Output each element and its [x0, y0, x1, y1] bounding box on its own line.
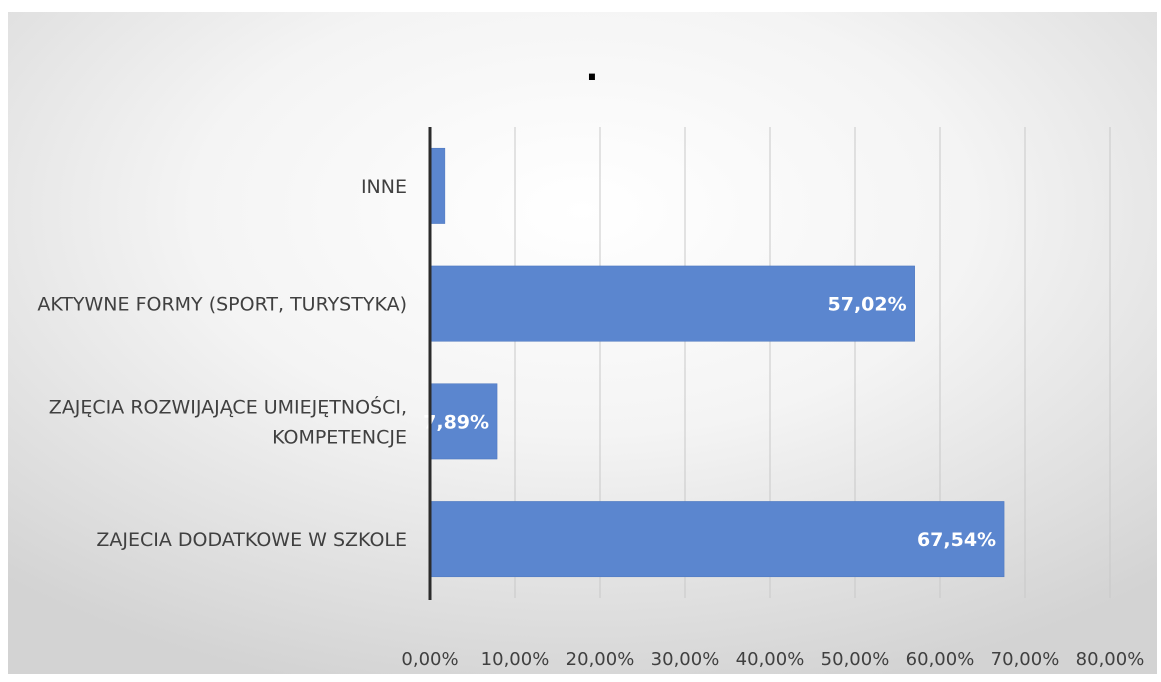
bars: 57,02% 7,89% 67,54%	[423, 147, 1005, 578]
bar	[429, 147, 446, 224]
x-tick-label: 70,00%	[991, 649, 1060, 670]
value-axis: 0,00% 10,00% 20,00% 30,00% 40,00% 50,00% 60,00…	[401, 127, 1144, 670]
x-tick-label: 30,00%	[651, 649, 720, 670]
category-label: AKTYWNE FORMY (SPORT, TURYSTYKA)	[37, 294, 407, 316]
category-label: INNE	[361, 176, 407, 198]
x-tick-label: 60,00%	[906, 649, 975, 670]
gridlines	[514, 127, 1111, 598]
category-label: ZAJĘCIA ROZWIJAJĄCE UMIEJĘTNOŚCI,	[49, 394, 407, 418]
category-label: KOMPETENCJE	[272, 426, 407, 448]
x-tick-label: 40,00%	[736, 649, 805, 670]
chart-title: .	[586, 49, 599, 89]
bar	[429, 383, 498, 460]
data-label: 57,02%	[828, 294, 907, 316]
data-label: 67,54%	[917, 529, 996, 551]
category-axis: INNE AKTYWNE FORMY (SPORT, TURYSTYKA) ZAJĘ…	[37, 176, 407, 551]
category-label: ZAJECIA DODATKOWE W SZKOLE	[96, 529, 407, 551]
bar	[429, 265, 915, 342]
bar	[429, 501, 1005, 578]
data-label: 7,89%	[423, 411, 489, 433]
x-tick-label: 20,00%	[566, 649, 635, 670]
x-tick-label: 0,00%	[401, 649, 458, 670]
x-tick-label: 50,00%	[821, 649, 890, 670]
x-tick-label: 10,00%	[481, 649, 550, 670]
x-tick-label: 80,00%	[1076, 649, 1145, 670]
